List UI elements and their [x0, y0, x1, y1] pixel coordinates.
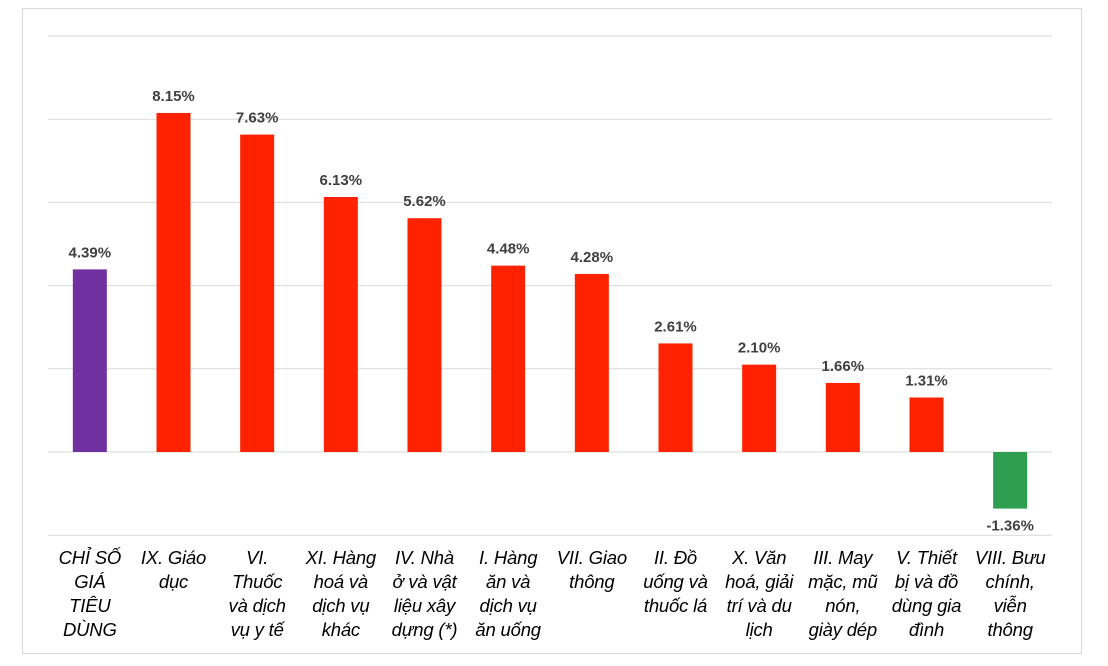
data-label-8: 2.10% — [738, 340, 781, 357]
bar-8 — [742, 364, 777, 452]
category-label-3: XI. Hàng hoá và dịch vụ khác — [305, 547, 377, 640]
category-label-5: I. Hàng ăn và dịch vụ ăn uống — [475, 547, 541, 640]
category-label-0: CHỈ SỐ GIÁ TIÊU DÙNG — [58, 547, 122, 640]
category-label-11: VIII. Bưu chính, viễn thông — [974, 547, 1046, 640]
category-label-7: II. Đồ uống và thuốc lá — [643, 547, 708, 616]
data-label-9: 1.66% — [822, 358, 865, 375]
category-label-10: V. Thiết bị và đồ dùng gia đình — [891, 547, 962, 640]
data-label-1: 8.15% — [152, 88, 195, 105]
category-label-9: III. May mặc, mũ nón, giày dép — [808, 547, 878, 640]
data-label-10: 1.31% — [905, 373, 948, 390]
data-label-0: 4.39% — [69, 244, 112, 261]
category-label-8: X. Văn hoá, giải trí và du lịch — [725, 547, 794, 640]
chart-frame — [22, 8, 1082, 654]
data-label-2: 7.63% — [236, 110, 279, 127]
data-label-4: 5.62% — [403, 193, 446, 210]
category-label-6: VII. Giao thông — [556, 547, 627, 592]
bar-10 — [909, 397, 944, 452]
data-label-11: -1.36% — [986, 518, 1034, 535]
data-label-3: 6.13% — [320, 172, 363, 189]
data-label-7: 2.61% — [654, 318, 697, 335]
bar-9 — [825, 382, 860, 452]
bottom-strip — [0, 658, 1108, 666]
data-label-5: 4.48% — [487, 241, 530, 258]
bar-4 — [407, 218, 442, 452]
category-label-1: IX. Giáo dục — [140, 547, 207, 592]
bar-3 — [323, 196, 358, 452]
data-label-6: 4.28% — [571, 249, 614, 266]
category-label-4: IV. Nhà ở và vật liệu xây dựng (*) — [391, 547, 458, 640]
bar-0 — [72, 269, 107, 452]
bar-6 — [574, 273, 609, 452]
category-label-2: VI. Thuốc và dịch vụ y tế — [228, 547, 286, 640]
bar-1 — [156, 112, 191, 453]
bar-5 — [491, 265, 526, 452]
bar-7 — [658, 343, 693, 452]
bar-11 — [993, 452, 1028, 509]
bar-2 — [240, 134, 275, 453]
